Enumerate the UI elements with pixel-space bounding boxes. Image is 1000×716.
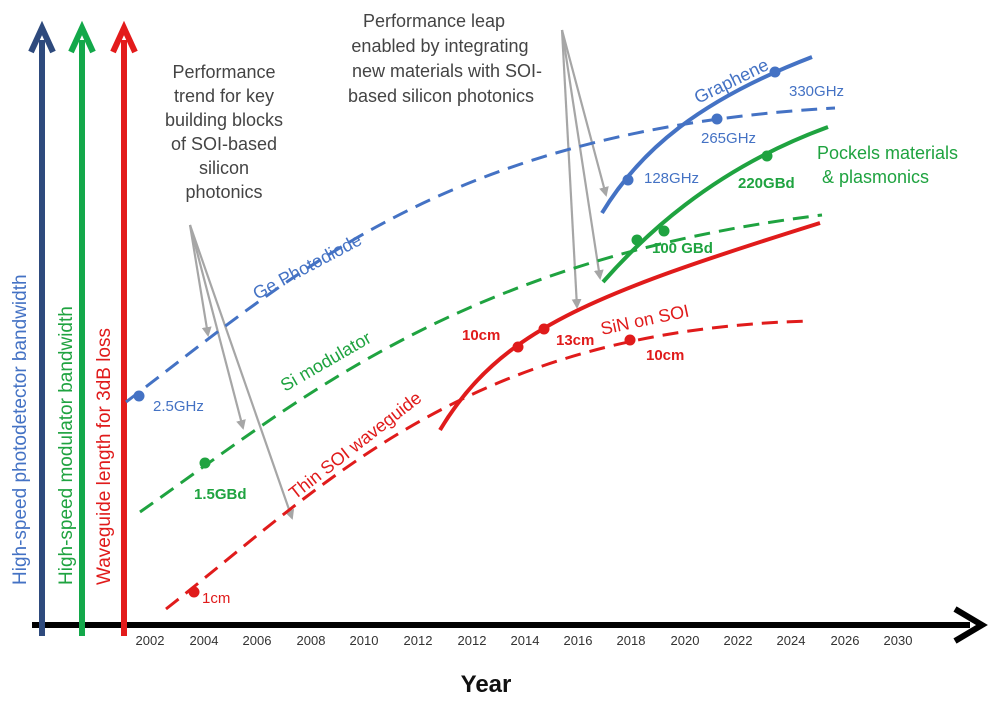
x-tick-label: 2022 [724,633,753,648]
y-axis-label-waveguide: Waveguide length for 3dB loss [94,328,115,585]
x-tick-label: 2026 [831,633,860,648]
annotation-line: new materials with SOI- [352,61,542,81]
x-tick-label: 2020 [671,633,700,648]
y-axis-photodetector-arrowhead [28,20,56,54]
annotation-line: trend for key [174,86,274,106]
x-tick-label: 2016 [564,633,593,648]
x-tick-label: 2012 [458,633,487,648]
annotation-arrow [560,29,609,197]
x-tick-label: 2010 [350,633,379,648]
annotation-line: Performance [172,62,275,82]
x-tick-labels: 2002 2004 2006 2008 2010 2012 2012 2014 … [136,633,913,648]
annotation-arrows-left [188,224,295,520]
annotation-line: Performance leap [363,11,505,31]
x-tick-label: 2030 [884,633,913,648]
point-thin-soi-10cm [624,334,636,346]
x-axis-arrowhead [953,606,988,644]
label-thin-soi-10cm: 10cm [646,347,684,364]
label-13cm: 13cm [556,332,594,349]
label-2.5ghz: 2.5GHz [153,398,204,415]
label-330ghz: 330GHz [789,83,844,100]
label-100gbd: 100 GBd [652,240,713,257]
annotation-line: of SOI-based [171,134,277,154]
series-name-thin-soi-waveguide: Thin SOI waveguide [285,388,425,504]
series-name-ge-photodiode: Ge Photodiode [249,229,364,303]
y-axis-label-photodetector: High-speed photodetector bandwidth [10,274,31,585]
y-axis-label-modulator: High-speed modulator bandwidth [56,306,77,585]
series-name-pockels-line1: Pockels materials [817,143,958,163]
point-graphene-265ghz [711,113,723,125]
annotation-right: Performance leap enabled by integrating … [348,11,542,106]
x-tick-label: 2012 [404,633,433,648]
annotation-line: building blocks [165,110,283,130]
annotation-arrow [560,29,604,280]
annotation-line: based silicon photonics [348,86,534,106]
series-name-pockels-line2: & plasmonics [822,167,929,187]
y-axis-waveguide-arrowhead [110,20,138,54]
annotation-arrow [188,224,212,337]
series-pockels-line [601,125,829,284]
x-tick-label: 2014 [511,633,540,648]
point-graphene-330ghz [769,66,781,78]
annotation-arrow [560,29,582,309]
point-ge-photodiode-2.5ghz [133,390,145,402]
series-thin-soi-waveguide-line [165,319,811,611]
label-sin-10cm: 10cm [462,327,500,344]
x-tick-label: 2006 [243,633,272,648]
x-tick-label: 2024 [777,633,806,648]
label-265ghz: 265GHz [701,130,756,147]
x-axis-title: Year [461,671,512,698]
annotation-line: enabled by integrating [351,36,528,56]
point-pockels-220gbd [761,150,773,162]
point-graphene-128ghz [622,174,634,186]
point-sin-10cm [512,341,524,353]
label-1.5gbd: 1.5GBd [194,486,247,503]
x-tick-label: 2002 [136,633,165,648]
x-tick-label: 2008 [297,633,326,648]
annotation-left: Performance trend for key building block… [165,62,283,202]
x-tick-label: 2004 [190,633,219,648]
label-220gbd: 220GBd [738,175,795,192]
point-si-modulator-1.5gbd [199,457,211,469]
x-tick-label: 2018 [617,633,646,648]
annotation-line: silicon [199,158,249,178]
point-pockels-100gbd [658,225,670,237]
annotation-arrow [188,224,246,430]
series-si-modulator-line [139,213,823,514]
label-128ghz: 128GHz [644,170,699,187]
point-pockels-1 [631,234,643,246]
point-thin-soi-1cm [188,586,200,598]
series-sin-on-soi-line [438,221,821,432]
annotation-line: photonics [185,182,262,202]
annotation-arrow [188,224,295,520]
point-sin-13cm [538,323,550,335]
y-axis-modulator-arrowhead [68,20,96,54]
annotation-arrows-right [560,29,609,309]
label-1cm: 1cm [202,590,230,607]
